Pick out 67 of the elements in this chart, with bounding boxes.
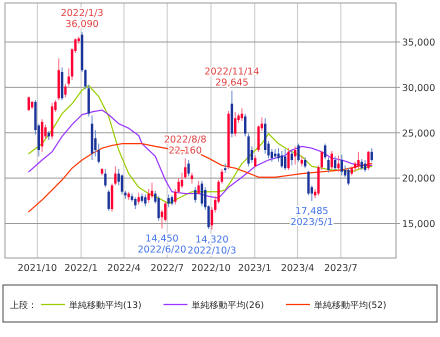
annotation: 17,485 <box>295 206 328 217</box>
annotation: 29,645 <box>215 78 249 89</box>
annotation: 2022/10/3 <box>188 246 236 257</box>
candlestick <box>187 159 190 177</box>
candlestick <box>137 192 140 205</box>
x-tick-label: 2023/4 <box>280 263 314 274</box>
y-tick-label: 20,000 <box>402 174 436 185</box>
candlestick <box>224 163 226 174</box>
candlestick <box>64 83 67 98</box>
legend-label: 単純移動平均(26) <box>191 300 264 311</box>
x-tick-label: 2021/10 <box>18 263 58 274</box>
x-tick-label: 2023/7 <box>324 263 358 274</box>
candlestick <box>304 156 306 169</box>
candlestick <box>370 148 373 162</box>
candlestick <box>234 111 236 137</box>
candlestick <box>367 150 370 170</box>
candlestick <box>350 166 353 176</box>
candlestick <box>364 159 366 172</box>
candlestick <box>340 154 343 176</box>
legend-label: 単純移動平均(13) <box>69 300 142 311</box>
x-tick-label: 2022/4 <box>107 263 141 274</box>
candlestick <box>134 196 137 210</box>
candlestick <box>357 151 360 170</box>
candlestick <box>254 154 256 168</box>
candlestick <box>347 168 350 186</box>
x-tick-label: 2022/1 <box>64 263 98 274</box>
legend-label: 単純移動平均(52) <box>314 300 386 311</box>
candlestick <box>274 148 276 160</box>
candlestick <box>190 172 194 184</box>
annotation: 14,450 <box>145 234 179 245</box>
annotation: 2022/8/8 <box>164 134 207 146</box>
candlestick <box>200 180 204 207</box>
candlestick <box>48 130 50 141</box>
y-tick-label: 35,000 <box>402 38 436 49</box>
candlestick <box>107 189 110 212</box>
x-tick-label: 2022/7 <box>150 263 184 274</box>
candlestick <box>194 186 196 204</box>
candlestick <box>240 108 244 122</box>
x-tick-label: 2023/1 <box>238 263 272 274</box>
candlestick <box>144 194 147 207</box>
candlestick <box>280 150 284 169</box>
candlestick <box>284 148 286 170</box>
candlestick <box>330 150 333 170</box>
candlestick <box>114 166 117 186</box>
candlestick <box>300 156 304 167</box>
candlestick <box>197 180 200 195</box>
annotation: 2022/1/3 <box>60 8 104 20</box>
candlestick <box>104 168 107 188</box>
candlestick <box>28 96 30 112</box>
annotation: 2022/11/14 <box>204 66 260 78</box>
y-tick-label: 15,000 <box>402 219 436 230</box>
annotation: 2022/6/20 <box>138 244 186 256</box>
annotation: 2023/5/1 <box>290 216 334 228</box>
candlestick <box>334 156 336 170</box>
legend-title: 上段： <box>10 300 37 311</box>
y-tick-label: 30,000 <box>402 82 436 94</box>
candlestick <box>324 143 326 160</box>
candlestick <box>244 113 246 137</box>
candlestick <box>294 146 296 166</box>
candlestick <box>167 194 170 208</box>
candlestick <box>290 150 294 166</box>
candlestick <box>360 158 363 170</box>
y-tick-label: 25,000 <box>402 128 436 140</box>
annotation: 14,320 <box>195 234 229 246</box>
annotation: 36,090 <box>65 19 99 30</box>
x-tick-label: 2022/10 <box>191 263 231 274</box>
candlestick <box>337 154 340 172</box>
